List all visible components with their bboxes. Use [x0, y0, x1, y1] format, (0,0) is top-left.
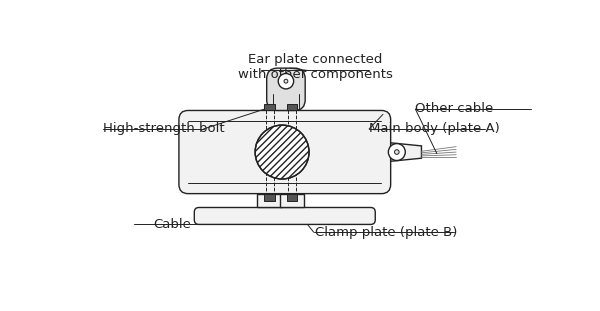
- Bar: [280, 194, 304, 207]
- Circle shape: [395, 150, 399, 154]
- Text: Ear plate connected
with other components: Ear plate connected with other component…: [238, 53, 392, 81]
- Polygon shape: [391, 143, 421, 161]
- Text: Clamp plate (plate B): Clamp plate (plate B): [315, 225, 458, 239]
- Bar: [265, 104, 275, 110]
- Bar: [257, 194, 282, 207]
- Bar: [265, 194, 275, 201]
- Bar: [287, 104, 298, 110]
- Text: Main body (plate A): Main body (plate A): [369, 123, 500, 136]
- FancyBboxPatch shape: [266, 68, 305, 110]
- FancyBboxPatch shape: [179, 110, 391, 194]
- Circle shape: [388, 144, 405, 160]
- Circle shape: [284, 79, 288, 83]
- Text: Cable: Cable: [154, 218, 191, 231]
- FancyBboxPatch shape: [194, 207, 375, 225]
- Circle shape: [278, 73, 293, 89]
- Text: Other cable: Other cable: [415, 102, 494, 115]
- Bar: [287, 194, 298, 201]
- Text: High-strength bolt: High-strength bolt: [103, 123, 225, 136]
- Circle shape: [255, 125, 309, 179]
